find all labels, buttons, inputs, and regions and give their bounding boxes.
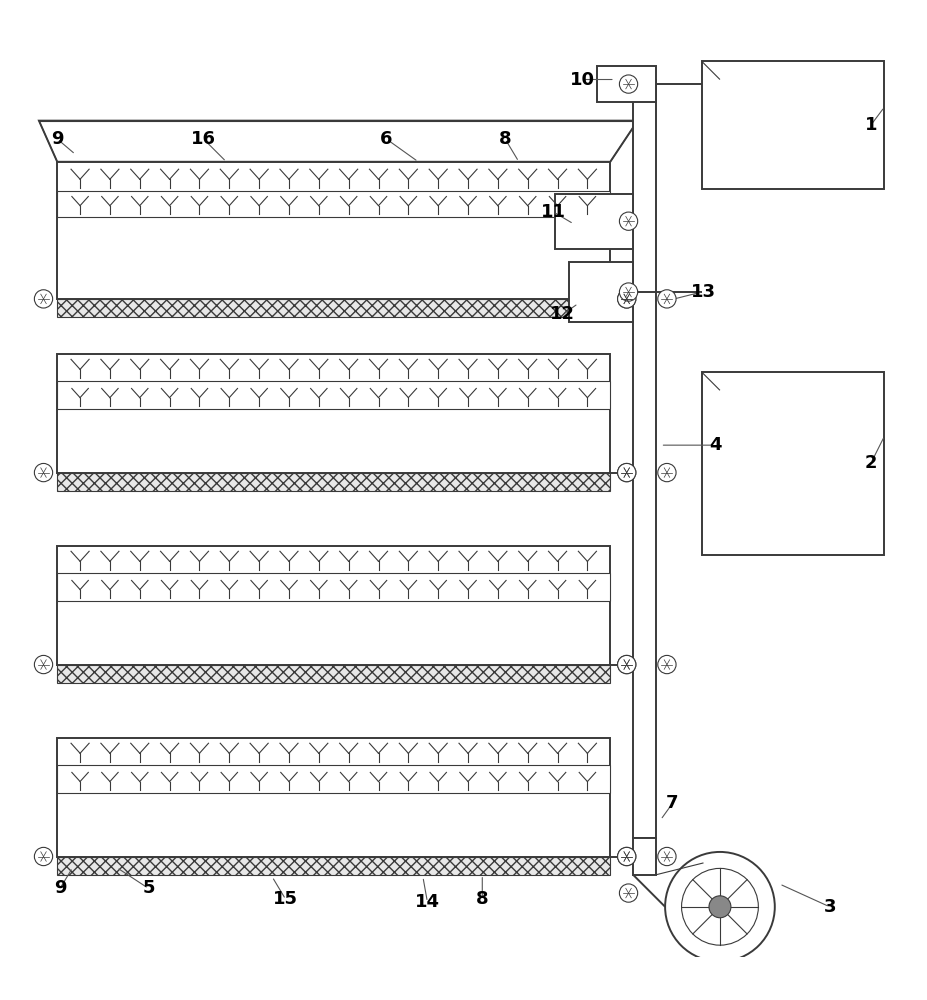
Circle shape [34,290,53,308]
Bar [632,80,655,838]
Bar [57,738,610,857]
Circle shape [616,847,635,866]
Circle shape [616,463,635,482]
Text: 8: 8 [499,130,511,148]
Circle shape [708,896,730,918]
Text: 6: 6 [380,130,392,148]
Circle shape [657,290,676,308]
Text: 5: 5 [142,879,155,897]
Circle shape [618,212,637,230]
Text: 4: 4 [708,436,721,454]
Text: 2: 2 [864,454,876,472]
Bar [57,665,610,683]
Text: 3: 3 [822,898,835,916]
Circle shape [665,852,774,962]
Circle shape [616,290,635,308]
Bar [596,66,655,102]
Circle shape [616,655,635,674]
Polygon shape [39,121,637,162]
Text: 15: 15 [273,890,298,908]
Text: 11: 11 [540,203,565,221]
Text: 9: 9 [51,130,63,148]
Bar [701,372,883,555]
Circle shape [616,290,635,308]
Text: 7: 7 [666,794,678,812]
Text: 10: 10 [570,71,595,89]
Circle shape [657,463,676,482]
Circle shape [657,655,676,674]
Bar [57,381,610,409]
Circle shape [616,655,635,674]
Circle shape [618,884,637,902]
Bar [57,354,610,473]
Bar [57,191,610,217]
Text: 12: 12 [550,305,575,323]
Text: 1: 1 [864,116,876,134]
Text: 9: 9 [54,879,66,897]
Bar [57,473,610,491]
Circle shape [618,75,637,93]
Circle shape [34,847,53,866]
Bar [632,838,655,875]
Circle shape [657,847,676,866]
Circle shape [616,847,635,866]
Circle shape [34,655,53,674]
Circle shape [618,283,637,301]
Text: 13: 13 [691,283,716,301]
Circle shape [680,868,757,945]
Circle shape [34,463,53,482]
Bar [57,546,610,665]
Bar [57,765,610,793]
Bar [701,61,883,189]
Text: 8: 8 [476,890,489,908]
Bar [57,573,610,601]
Bar [57,857,610,875]
Circle shape [616,463,635,482]
Bar [555,194,632,249]
Bar [57,299,610,317]
Text: 16: 16 [191,130,216,148]
Text: 14: 14 [414,893,439,911]
Bar [57,162,610,299]
Bar [568,262,632,322]
